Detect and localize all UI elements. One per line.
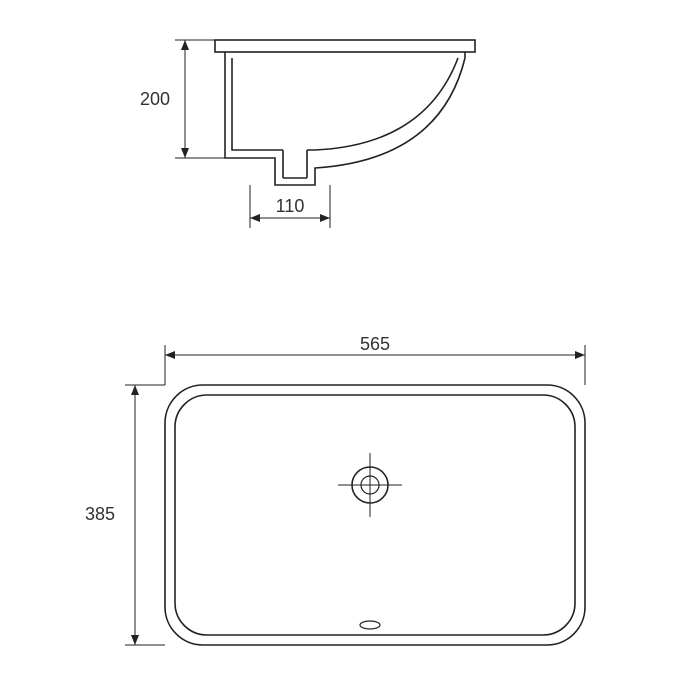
overflow-icon: [360, 621, 380, 629]
basin-inner: [175, 395, 575, 635]
dim-height-label: 385: [85, 504, 115, 524]
dim-drain-label: 110: [276, 196, 305, 216]
dim-drain-width: 110: [250, 185, 330, 228]
side-view: 200 110: [140, 40, 475, 228]
drain-icon: [338, 453, 402, 517]
dim-depth: 200: [140, 40, 225, 158]
top-view: 565 385: [85, 334, 585, 645]
dimension-drawing: 200 110: [0, 0, 700, 700]
basin-outer: [165, 385, 585, 645]
dim-height: 385: [85, 385, 165, 645]
dim-width: 565: [165, 334, 585, 385]
dim-width-label: 565: [360, 334, 390, 354]
dim-depth-label: 200: [140, 89, 170, 109]
